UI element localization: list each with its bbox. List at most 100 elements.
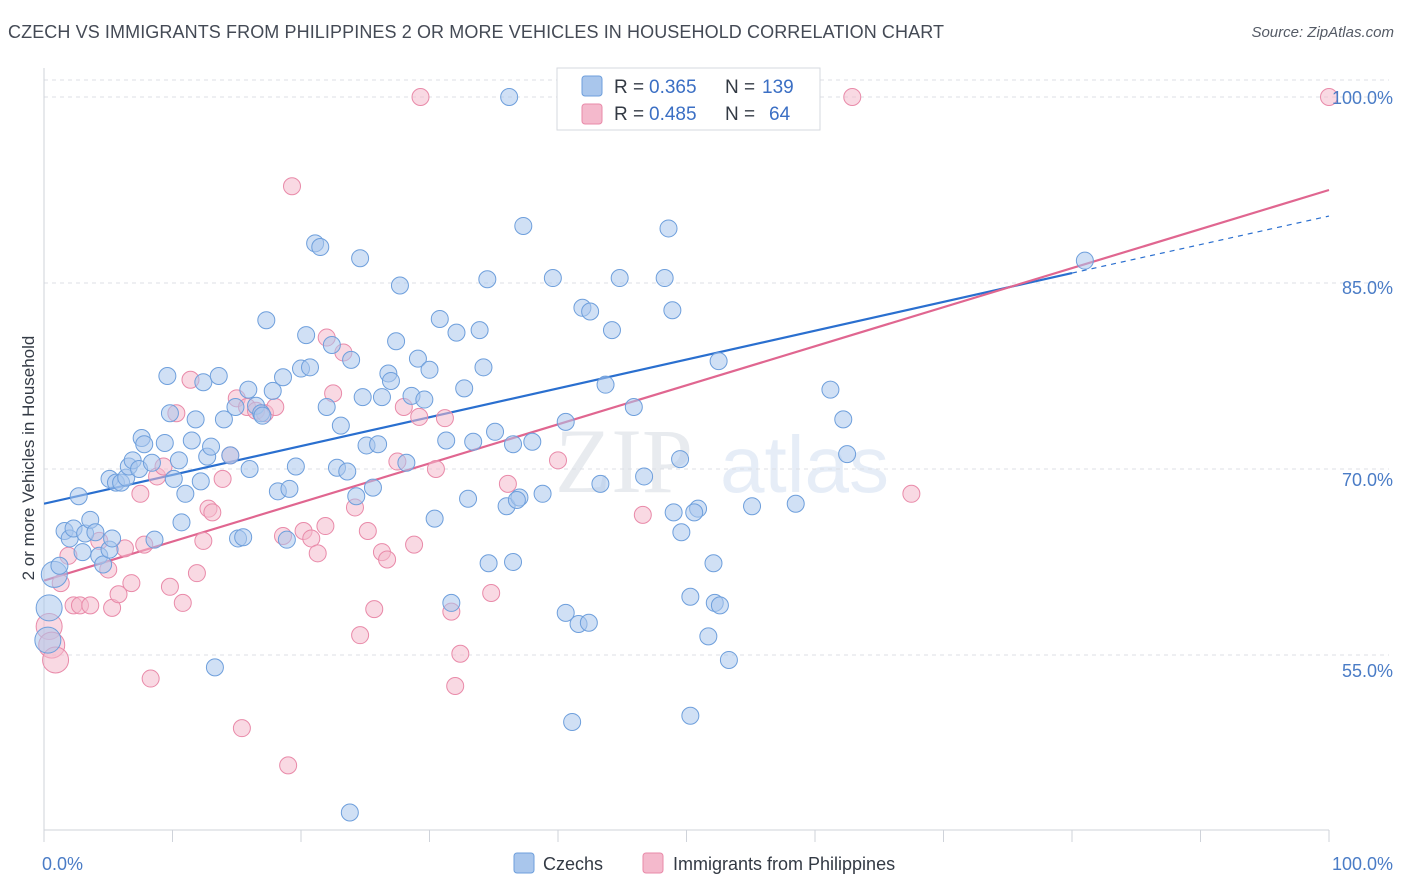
series-legend-label-philippines: Immigrants from Philippines — [673, 854, 895, 874]
czech-point — [704, 554, 723, 573]
czech-point — [226, 398, 245, 416]
czech-point — [186, 410, 205, 429]
czech-point — [69, 487, 88, 506]
czech-point — [381, 371, 400, 390]
trend-lines — [44, 188, 1330, 582]
czech-point — [408, 349, 427, 368]
czech-point — [563, 712, 582, 731]
philippines-point — [482, 584, 501, 602]
czech-point — [274, 368, 293, 387]
czech-point — [145, 530, 164, 549]
czech-point — [447, 323, 466, 342]
watermark: ZIP atlas — [555, 410, 889, 512]
czech-point — [351, 249, 370, 268]
czech-point — [34, 626, 62, 654]
czech-point — [169, 451, 188, 470]
czech-point — [459, 489, 478, 508]
philippines-point — [122, 574, 141, 593]
czech-point — [470, 321, 489, 340]
philippines-point — [308, 544, 327, 563]
czech-point — [523, 432, 542, 451]
y-tick-label-55: 55.0% — [1342, 661, 1393, 681]
czech-point — [709, 352, 728, 371]
philippines-point — [633, 505, 652, 524]
philippines-point — [351, 626, 370, 645]
czech-point — [663, 301, 682, 320]
philippines-point — [302, 529, 321, 548]
czech-point — [205, 658, 224, 677]
philippines-point — [902, 484, 921, 503]
czech-point — [103, 529, 122, 548]
czech-point — [659, 219, 678, 238]
czech-point — [209, 367, 228, 385]
philippines-point — [131, 484, 150, 503]
czech-point — [786, 494, 805, 513]
czech-point — [624, 398, 643, 416]
philippines-point — [232, 719, 251, 738]
czech-point — [172, 513, 191, 532]
czech-point — [221, 446, 240, 465]
trend-line-philippines — [44, 188, 1330, 582]
czech-point — [821, 380, 840, 399]
y-tick-label-85: 85.0% — [1342, 278, 1393, 298]
czech-point — [142, 453, 161, 472]
series-legend: Czechs Immigrants from Philippines — [513, 852, 895, 874]
legend-swatch-philippines — [581, 103, 603, 125]
legend-swatch-czechs — [581, 75, 603, 97]
czech-point — [257, 311, 276, 330]
czech-point — [234, 528, 253, 547]
philippines-point — [213, 469, 232, 488]
czech-point — [838, 445, 857, 464]
legend-n-label-czechs: N = — [725, 77, 755, 98]
czech-point — [155, 433, 174, 452]
philippines-point — [203, 503, 222, 522]
legend-r-label-philippines: R = — [614, 104, 644, 125]
czech-point — [317, 398, 336, 416]
czech-point — [160, 404, 179, 423]
czech-point — [50, 556, 69, 575]
czech-point — [390, 276, 409, 295]
czech-point — [719, 650, 738, 669]
czech-point — [743, 497, 762, 516]
x-tick-label-100: 100.0% — [1332, 854, 1393, 874]
czech-point — [430, 309, 449, 328]
czech-point — [591, 474, 610, 493]
philippines-point — [173, 593, 192, 612]
czech-point — [425, 509, 444, 528]
czech-point — [1075, 251, 1094, 270]
czech-point — [311, 238, 330, 257]
czech-point — [635, 467, 654, 486]
philippines-point — [365, 600, 384, 619]
philippines-point — [843, 88, 862, 106]
y-tick-label-100: 100.0% — [1332, 88, 1393, 108]
x-tick-labels: 0.0% 100.0% — [42, 854, 1393, 874]
legend-r-value-philippines: 0.485 — [649, 104, 697, 125]
czech-point — [672, 523, 691, 542]
czech-point — [504, 435, 523, 454]
czech-point — [35, 594, 63, 622]
philippines-point — [358, 522, 377, 540]
czech-point — [353, 388, 372, 407]
philippines-point — [279, 756, 298, 775]
czech-point — [420, 360, 439, 379]
czech-point — [73, 543, 92, 562]
czech-point — [474, 358, 493, 377]
philippines-point — [316, 517, 335, 536]
source-credit: Source: ZipAtlas.com — [1251, 24, 1394, 41]
philippines-point — [141, 669, 160, 688]
czech-point — [556, 412, 575, 431]
czech-point — [135, 435, 154, 454]
czech-point — [479, 554, 498, 573]
czech-point — [182, 431, 201, 450]
philippines-point — [194, 531, 213, 550]
philippines-point — [451, 644, 470, 663]
czech-point — [602, 321, 621, 340]
czech-point — [579, 613, 598, 632]
series-legend-swatch-philippines — [642, 852, 664, 874]
czech-point — [191, 472, 210, 491]
czech-point — [387, 332, 406, 351]
czech-point — [176, 484, 195, 503]
philippines-point — [410, 407, 429, 426]
y-tick-label-70: 70.0% — [1342, 470, 1393, 490]
czech-point — [610, 269, 629, 288]
